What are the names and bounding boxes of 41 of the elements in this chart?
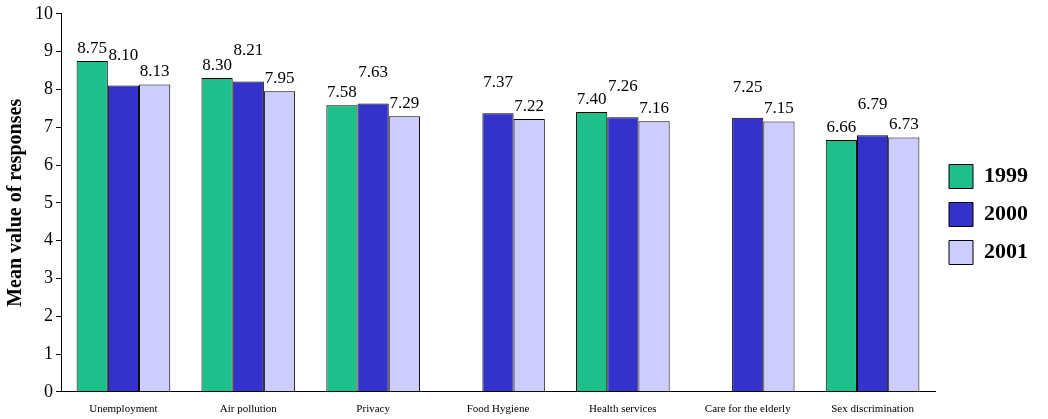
data-label: 6.73: [888, 114, 919, 134]
data-label: 7.40: [576, 89, 607, 109]
x-tick-label: Privacy: [356, 402, 391, 415]
data-label: 7.58: [327, 82, 357, 102]
data-label: 8.30: [202, 55, 232, 75]
y-tick-label: 4: [44, 229, 53, 250]
data-label: 8.75: [77, 38, 108, 58]
data-label: 7.22: [514, 95, 545, 115]
data-label: 7.95: [264, 68, 295, 88]
data-label: 8.13: [139, 61, 170, 81]
data-label: 7.15: [764, 98, 794, 118]
legend-label: 2000: [984, 200, 1028, 226]
legend-label: 2001: [984, 238, 1028, 264]
x-tick-label: Food Hygiene: [466, 402, 530, 415]
data-label: 7.16: [639, 98, 669, 118]
y-tick-label: 2: [44, 304, 53, 325]
data-label: 7.29: [389, 93, 420, 113]
data-label: 7.25: [732, 76, 763, 96]
x-tick-label: Health services: [589, 402, 657, 415]
x-tick-label: Unemployment: [89, 402, 158, 415]
y-tick-label: 7: [44, 115, 53, 136]
legend-label: 1999: [984, 162, 1028, 188]
y-tick-label: 8: [44, 78, 53, 99]
data-label: 7.63: [358, 62, 389, 82]
y-tick-label: 0: [44, 380, 53, 401]
y-tick-label: 5: [44, 191, 53, 212]
data-label: 6.66: [826, 117, 857, 137]
y-tick-label: 10: [35, 2, 53, 23]
y-tick-label: 6: [44, 153, 53, 174]
data-label: 8.10: [108, 44, 139, 64]
y-tick-label: 1: [44, 342, 53, 363]
y-tick-label: 9: [44, 40, 53, 61]
data-label: 7.26: [607, 76, 638, 96]
x-tick-label: Sex discrimination: [831, 402, 915, 415]
x-tick-label: Care for the elderly: [704, 402, 792, 415]
data-label: 8.21: [233, 40, 264, 60]
data-label: 6.79: [857, 94, 888, 114]
data-label: 7.37: [483, 72, 514, 92]
x-tick-label: Air pollution: [219, 402, 278, 415]
y-axis-title: Mean value of responses: [3, 98, 27, 307]
y-tick-label: 3: [44, 267, 53, 288]
